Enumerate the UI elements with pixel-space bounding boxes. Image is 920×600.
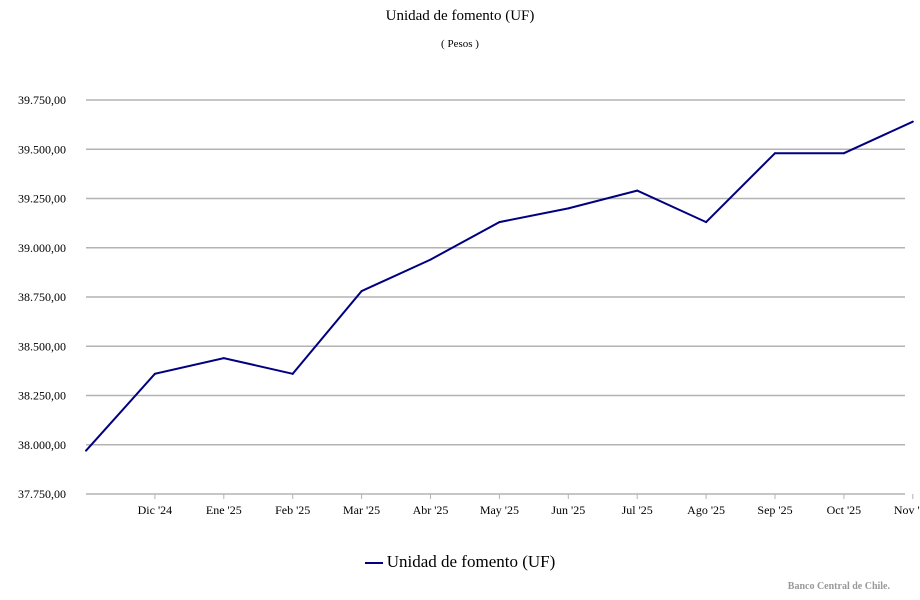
grid-lines	[86, 99, 905, 495]
x-tick-label: Feb '25	[275, 503, 310, 517]
x-tick-label: Oct '25	[827, 503, 862, 517]
y-tick-label: 39.000,00	[18, 241, 66, 255]
y-tick-labels: 39.750,00 39.500,00 39.250,00 39.000,00 38.7…	[18, 93, 66, 501]
data-point[interactable]	[291, 372, 294, 375]
series-line[interactable]	[85, 120, 914, 452]
legend-label: Unidad de fomento (UF)	[386, 552, 556, 571]
y-tick-label: 38.000,00	[18, 438, 66, 452]
data-point[interactable]	[222, 357, 225, 360]
x-tick-label: Nov '25	[894, 503, 920, 517]
data-point[interactable]	[636, 189, 639, 192]
series-layer	[85, 120, 914, 452]
data-point[interactable]	[567, 207, 570, 210]
x-ticks	[154, 494, 914, 499]
data-point[interactable]	[85, 449, 87, 452]
y-tick-label: 39.750,00	[18, 93, 66, 107]
y-tick-label: 39.500,00	[18, 142, 66, 156]
x-tick-label: Abr '25	[413, 503, 449, 517]
x-tick-label: May '25	[480, 503, 519, 517]
x-tick-label: Jun '25	[551, 503, 585, 517]
y-tick-label: 37.750,00	[18, 487, 66, 501]
y-tick-label: 39.250,00	[18, 192, 66, 206]
credit-text: Banco Central de Chile.	[787, 581, 890, 592]
data-point[interactable]	[153, 372, 156, 375]
data-point[interactable]	[429, 258, 432, 261]
y-tick-label: 38.500,00	[18, 339, 66, 353]
legend-swatch	[364, 562, 383, 565]
data-point[interactable]	[842, 152, 845, 155]
chart-title: Unidad de fomento (UF)	[385, 8, 535, 24]
y-tick-label: 38.750,00	[18, 290, 66, 304]
x-tick-label: Ago '25	[687, 503, 725, 517]
x-tick-label: Dic '24	[138, 503, 173, 517]
y-tick-label: 38.250,00	[18, 389, 66, 403]
x-tick-labels: Dic '24 Ene '25 Feb '25 Mar '25 Abr '25 May '…	[138, 503, 920, 517]
data-point[interactable]	[705, 221, 708, 224]
data-point[interactable]	[774, 152, 776, 155]
chart-subtitle: ( Pesos )	[441, 38, 479, 50]
x-tick-label: Ene '25	[206, 503, 242, 517]
data-point[interactable]	[360, 290, 363, 293]
legend[interactable]: Unidad de fomento (UF)	[0, 552, 920, 572]
x-tick-label: Mar '25	[343, 503, 380, 517]
data-point[interactable]	[911, 120, 914, 123]
x-tick-label: Sep '25	[757, 503, 792, 517]
data-point[interactable]	[498, 221, 501, 224]
x-tick-label: Jul '25	[622, 503, 653, 517]
